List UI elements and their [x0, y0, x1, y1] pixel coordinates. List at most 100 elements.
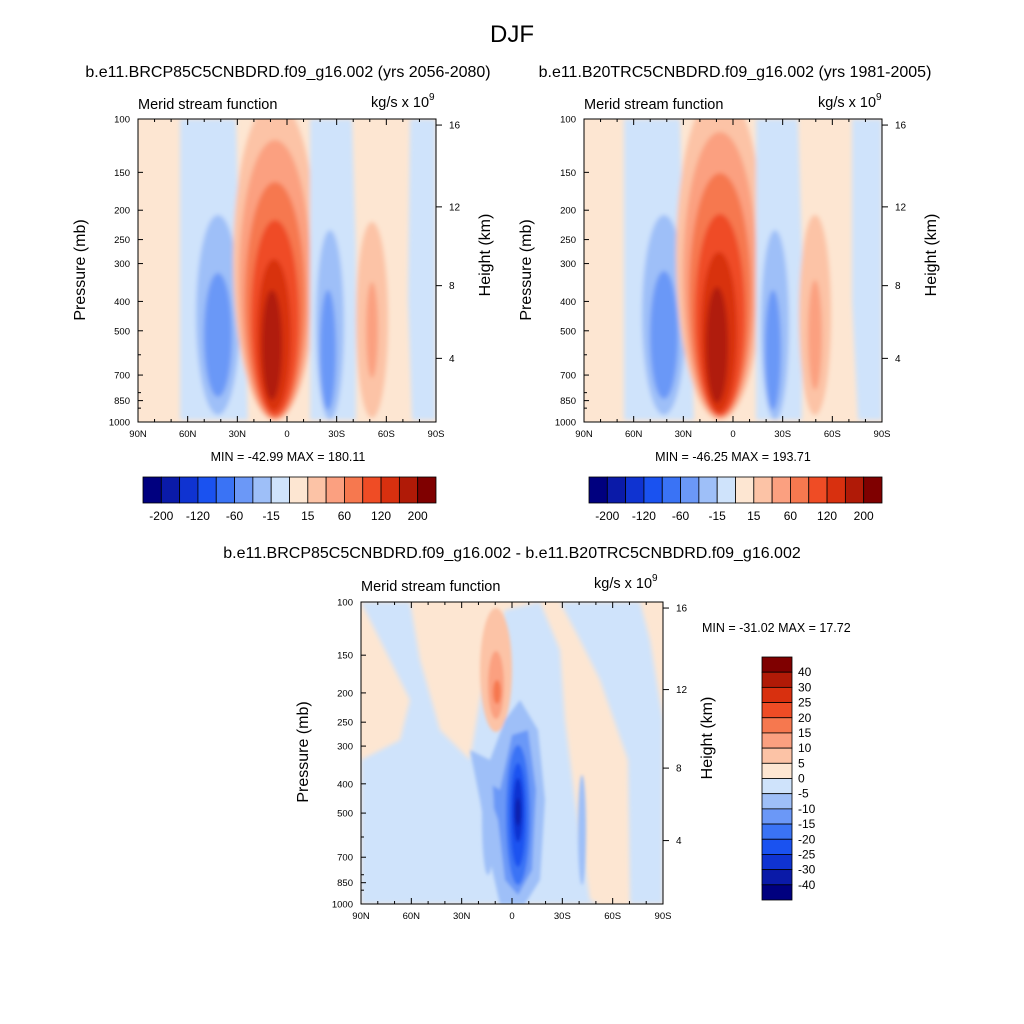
panel-a-minmax: MIN = -42.99 MAX = 180.11	[211, 450, 366, 464]
colorbar-swatch	[761, 778, 793, 795]
panel-c-contour-neg-north	[361, 830, 420, 904]
colorbar-label: 40	[798, 665, 812, 679]
x-tick-label: 60N	[179, 429, 197, 440]
colorbar-label: -15	[798, 817, 816, 831]
x-tick-label: 90S	[655, 911, 672, 922]
y-tick-label: 500	[560, 326, 576, 337]
y-tick-label: 850	[114, 396, 130, 407]
panel-c: b.e11.BRCP85C5CNBDRD.f09_g16.002 - b.e11…	[223, 545, 850, 922]
y-tick-label: 250	[560, 235, 576, 246]
x-tick-label: 30S	[328, 429, 345, 440]
colorbar-label: 200	[408, 509, 428, 523]
x-tick-label: 30N	[453, 911, 471, 922]
panel-c-contour-neg-6	[515, 798, 521, 826]
y-tick-label: 100	[560, 115, 576, 126]
x-tick-label: 0	[509, 911, 514, 922]
y2-tick-label: 8	[676, 764, 682, 775]
x-tick-label: 60S	[378, 429, 395, 440]
colorbar-swatch	[643, 476, 663, 504]
panel-b-field	[584, 119, 882, 422]
colorbar-label: -60	[226, 509, 244, 523]
y-tick-label: 150	[560, 168, 576, 179]
colorbar-swatch	[761, 671, 793, 688]
y-tick-label: 400	[337, 779, 353, 790]
panel-b-contour-pos-6	[706, 287, 728, 403]
panel-c-contour-neg-streak-1	[482, 765, 494, 875]
panel-a-units: kg/s x 109	[371, 92, 435, 111]
panel-a-colorbar: -200 -120 -60 -15 15 60 120 200	[142, 476, 437, 523]
panel-b-contour-s-pos-2	[808, 280, 822, 390]
colorbar-label: -200	[595, 509, 619, 523]
y2-tick-label: 8	[449, 281, 455, 292]
x-tick-label: 30S	[554, 911, 571, 922]
panel-a-ylabel: Pressure (mb)	[72, 219, 89, 320]
colorbar-label: 10	[798, 741, 812, 755]
panel-b: b.e11.B20TRC5CNBDRD.f09_g16.002 (yrs 198…	[518, 64, 940, 523]
colorbar-swatch	[761, 702, 793, 719]
colorbar-swatch	[234, 476, 254, 504]
x-tick-label: 90N	[352, 911, 370, 922]
x-tick-label: 60N	[403, 911, 421, 922]
panel-b-colorbar: -200 -120 -60 -15 15 60 120 200	[588, 476, 883, 523]
colorbar-swatch	[680, 476, 700, 504]
colorbar-swatch	[863, 476, 883, 504]
panel-c-field	[361, 602, 663, 904]
colorbar-swatch	[761, 747, 793, 764]
colorbar-swatch	[289, 476, 309, 504]
panel-c-ylabel: Pressure (mb)	[295, 701, 312, 802]
colorbar-swatch	[753, 476, 773, 504]
x-tick-label: 30N	[229, 429, 247, 440]
colorbar-swatch	[761, 732, 793, 749]
y-tick-label: 1000	[332, 900, 353, 911]
y2-tick-label: 8	[895, 281, 901, 292]
x-tick-label: 90N	[129, 429, 147, 440]
colorbar-swatch	[761, 854, 793, 871]
colorbar-swatch	[716, 476, 736, 504]
x-tick-label: 90N	[575, 429, 593, 440]
panel-b-minmax: MIN = -46.25 MAX = 193.71	[655, 450, 811, 464]
colorbar-swatch	[735, 476, 755, 504]
y-tick-label: 400	[114, 297, 130, 308]
colorbar-swatch	[790, 476, 810, 504]
colorbar-swatch	[761, 808, 793, 825]
y2-tick-label: 12	[676, 685, 688, 696]
colorbar-swatch	[325, 476, 345, 504]
colorbar-label: 60	[784, 509, 798, 523]
y2-tick-label: 4	[449, 354, 455, 365]
panel-a-field	[138, 119, 436, 422]
colorbar-swatch	[844, 476, 865, 504]
colorbar-label: 5	[798, 756, 805, 770]
panel-b-contour-polar-neg	[852, 119, 882, 420]
y-tick-label: 500	[337, 809, 353, 820]
panel-b-units-exp: 9	[876, 92, 882, 103]
panel-a-units-exp: 9	[429, 92, 435, 103]
panel-b-y2label: Height (km)	[923, 214, 940, 297]
y-tick-label: 850	[337, 878, 353, 889]
y-tick-label: 100	[114, 115, 130, 126]
colorbar-swatch	[761, 656, 793, 673]
y-tick-label: 100	[337, 598, 353, 609]
colorbar-swatch	[771, 476, 791, 504]
colorbar-swatch	[215, 476, 235, 504]
x-tick-label: 90S	[428, 429, 445, 440]
y-tick-label: 700	[337, 853, 353, 864]
panel-a-left-label: Merid stream function	[138, 97, 277, 113]
y2-tick-label: 12	[449, 202, 461, 213]
y-tick-label: 1000	[555, 418, 576, 429]
colorbar-swatch	[252, 476, 272, 504]
panel-c-units-base: kg/s x 10	[594, 576, 652, 592]
colorbar-label: -20	[798, 832, 816, 846]
colorbar-swatch	[808, 476, 828, 504]
colorbar-swatch	[160, 476, 181, 504]
panel-a-contour-s-neg-3	[320, 290, 336, 410]
panel-c-contour-neg-streak-2	[578, 775, 586, 885]
y2-tick-label: 4	[895, 354, 901, 365]
panel-c-title: b.e11.BRCP85C5CNBDRD.f09_g16.002 - b.e11…	[223, 545, 801, 562]
colorbar-label: -25	[798, 847, 816, 861]
colorbar-label: -30	[798, 863, 816, 877]
colorbar-swatch	[606, 476, 627, 504]
colorbar-label: -5	[798, 787, 809, 801]
y-tick-label: 700	[114, 371, 130, 382]
panel-b-contour-s-neg-3	[765, 290, 781, 410]
